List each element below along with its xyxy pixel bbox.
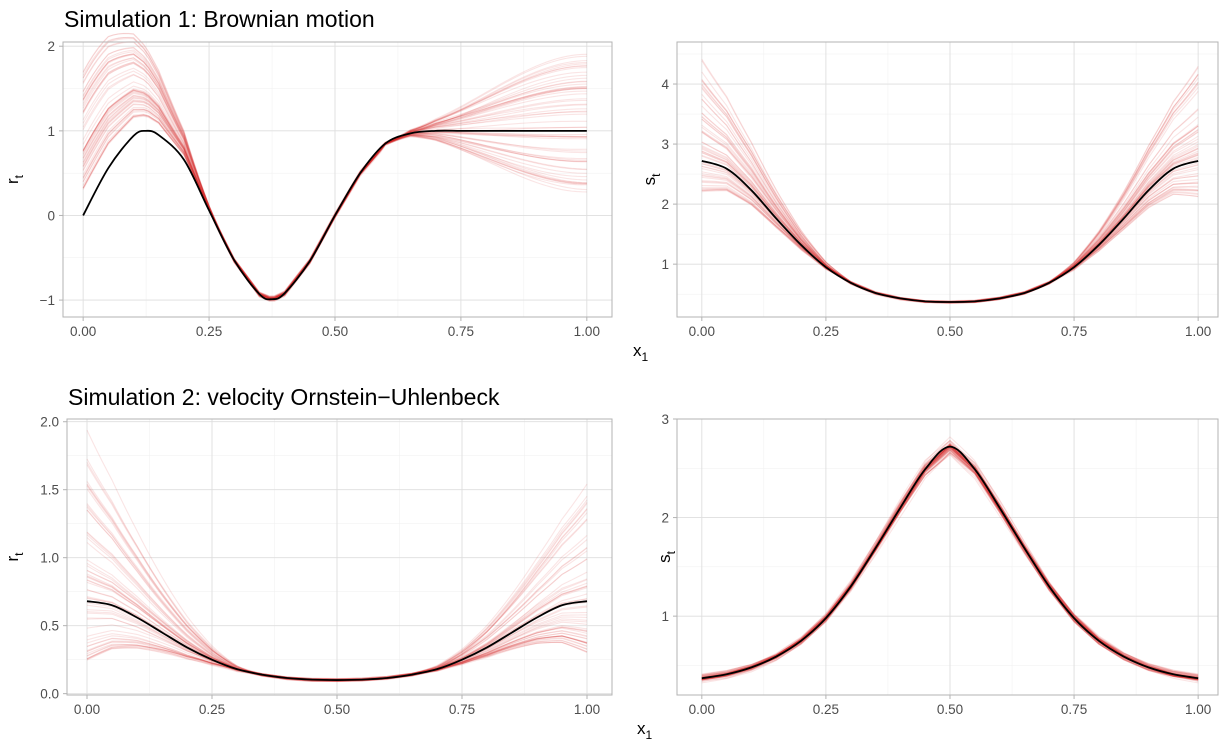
y-axis-label: rt xyxy=(3,174,26,184)
x-tick-label: 0.25 xyxy=(813,702,839,717)
panel-border xyxy=(67,419,612,695)
x-axis-label-top: x1 xyxy=(633,341,649,364)
y-tick-label: 1.5 xyxy=(40,483,59,498)
simulation-2-title: Simulation 2: velocity Ornstein−Uhlenbec… xyxy=(68,384,500,410)
y-axis-label: st xyxy=(640,173,663,186)
x-tick-label: 0.00 xyxy=(689,324,715,339)
y-tick-label: 2 xyxy=(47,39,55,54)
simulation-1-title: Simulation 1: Brownian motion xyxy=(64,6,375,32)
x-tick-label: 0.50 xyxy=(937,702,963,717)
y-tick-label: 1 xyxy=(661,257,669,272)
x-tick-label: 1.00 xyxy=(1185,324,1211,339)
x-tick-label: 1.00 xyxy=(574,702,600,717)
y-axis-label: rt xyxy=(3,552,26,562)
x-tick-label: 0.25 xyxy=(199,702,225,717)
y-tick-label: 4 xyxy=(661,77,669,92)
x-tick-label: 0.50 xyxy=(937,324,963,339)
x-axis-label-bottom: x1 xyxy=(637,719,653,742)
y-tick-label: 2 xyxy=(661,511,669,526)
x-tick-label: 0.75 xyxy=(448,324,474,339)
x-tick-label: 0.75 xyxy=(1061,702,1087,717)
x-tick-label: 0.25 xyxy=(813,324,839,339)
y-tick-label: 3 xyxy=(661,137,669,152)
x-tick-label: 1.00 xyxy=(1185,702,1211,717)
simulation-2-r-panel: 0.00 0.25 0.50 0.75 1.00 0.0 0.5 1.0 1.5 2.0 rt xyxy=(3,415,612,717)
simulation-1-r-panel: 0.00 0.25 0.50 0.75 1.00 −1 0 1 2 rt xyxy=(3,33,612,339)
y-tick-label: 1 xyxy=(47,124,55,139)
y-axis-label: st xyxy=(655,550,678,563)
panel-border xyxy=(677,419,1218,695)
y-tick-label: 2.0 xyxy=(40,415,59,430)
x-tick-label: 0.00 xyxy=(74,702,100,717)
y-tick-label: 2 xyxy=(661,197,669,212)
x-tick-label: 1.00 xyxy=(574,324,600,339)
y-axis-label-sub: t xyxy=(12,552,26,556)
x-tick-label: 0.00 xyxy=(70,324,96,339)
y-tick-label: 3 xyxy=(661,412,669,427)
y-axis-label-sub: t xyxy=(664,550,678,554)
x-tick-label: 0.75 xyxy=(1061,324,1087,339)
x-tick-label: 0.50 xyxy=(324,702,350,717)
y-tick-label: 1.0 xyxy=(40,551,59,566)
y-tick-label: 0 xyxy=(47,208,55,223)
y-tick-label: 0.5 xyxy=(40,619,59,634)
y-axis-label-sub: t xyxy=(649,173,663,177)
y-tick-label: −1 xyxy=(40,293,55,308)
y-axis-label-main: s xyxy=(640,177,659,186)
simulation-2-s-panel: 0.00 0.25 0.50 0.75 1.00 1 2 3 st xyxy=(655,412,1218,717)
y-tick-label: 0.0 xyxy=(40,687,59,702)
x-tick-label: 0.00 xyxy=(689,702,715,717)
x-tick-label: 0.75 xyxy=(449,702,475,717)
y-tick-label: 1 xyxy=(661,609,669,624)
y-axis-label-sub: t xyxy=(12,174,26,178)
x-tick-label: 0.25 xyxy=(196,324,222,339)
x-tick-label: 0.50 xyxy=(322,324,348,339)
simulation-1-s-panel: 0.00 0.25 0.50 0.75 1.00 1 2 3 4 st xyxy=(640,42,1218,339)
y-axis-label-main: s xyxy=(655,554,674,563)
